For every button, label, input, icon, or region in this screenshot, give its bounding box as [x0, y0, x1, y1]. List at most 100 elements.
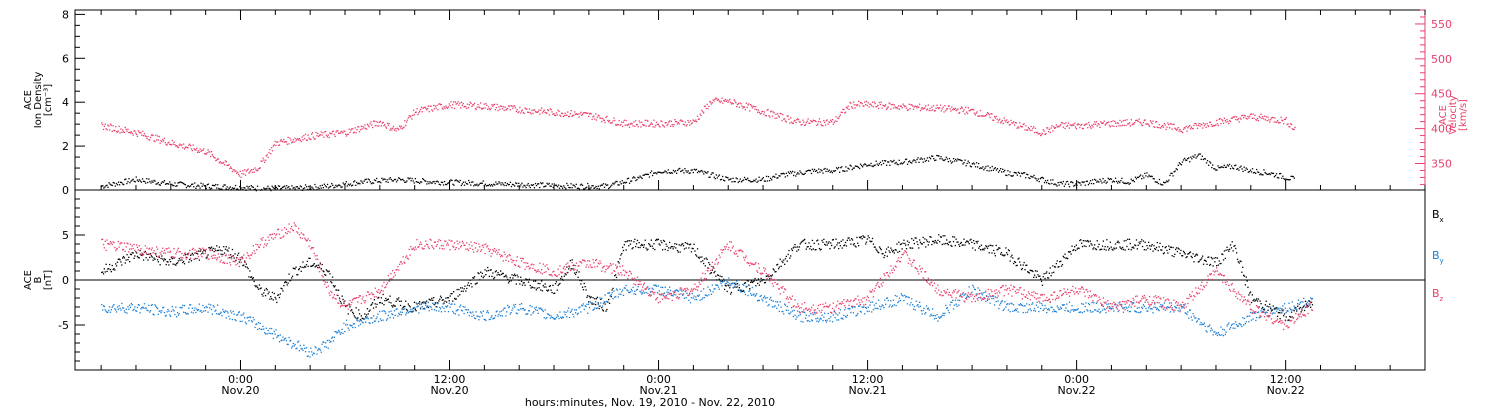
data-point-Bx: [1159, 243, 1160, 244]
data-point-Bx: [685, 242, 686, 243]
data-point-velocity: [997, 119, 998, 120]
data-point-velocity: [596, 119, 597, 120]
data-point-density: [117, 184, 118, 185]
data-point-velocity: [211, 151, 212, 152]
data-point-By: [227, 311, 228, 312]
data-point-density: [800, 172, 801, 173]
data-point-Bx: [464, 288, 465, 289]
data-point-velocity: [802, 120, 803, 121]
data-point-velocity: [1289, 126, 1290, 127]
data-point-Bx: [1237, 259, 1238, 260]
data-point-Bx: [374, 299, 375, 300]
data-point-Bx: [1175, 249, 1176, 250]
data-point-Bx: [684, 248, 685, 249]
data-point-density: [1052, 179, 1053, 180]
data-point-Bx: [1111, 247, 1112, 248]
data-point-velocity: [745, 109, 746, 110]
data-point-By: [707, 295, 708, 296]
data-point-density: [941, 158, 942, 159]
data-point-By: [181, 307, 182, 308]
data-point-Bx: [440, 296, 441, 297]
data-point-By: [646, 292, 647, 293]
data-point-velocity: [484, 107, 485, 108]
data-point-By: [324, 346, 325, 347]
data-point-Bx: [909, 242, 910, 243]
data-point-Bx: [329, 273, 330, 274]
data-point-density: [636, 179, 637, 180]
data-point-density: [176, 185, 177, 186]
data-point-Bx: [1034, 275, 1035, 276]
data-point-velocity: [391, 129, 392, 130]
data-point-velocity: [370, 121, 371, 122]
data-point-velocity: [1035, 128, 1036, 129]
data-point-density: [240, 189, 241, 190]
data-point-By: [349, 329, 350, 330]
data-point-Bx: [156, 256, 157, 257]
data-point-Bx: [372, 302, 373, 303]
data-point-velocity: [1064, 123, 1065, 124]
data-point-velocity: [477, 104, 478, 105]
data-point-density: [402, 179, 403, 180]
data-point-Bx: [234, 253, 235, 254]
data-point-Bx: [275, 298, 276, 299]
data-point-velocity: [1173, 124, 1174, 125]
data-point-velocity: [404, 120, 405, 121]
data-point-Bx: [639, 247, 640, 248]
data-point-Bx: [338, 290, 339, 291]
data-point-Bx: [775, 271, 776, 272]
data-point-Bx: [667, 250, 668, 251]
data-point-density: [448, 182, 449, 183]
data-point-By: [179, 313, 180, 314]
data-point-velocity: [789, 122, 790, 123]
data-point-By: [232, 319, 233, 320]
data-point-Bx: [662, 249, 663, 250]
data-point-Bx: [745, 282, 746, 283]
data-point-Bx: [395, 306, 396, 307]
data-point-velocity: [1179, 131, 1180, 132]
data-point-velocity: [1112, 120, 1113, 121]
data-point-density: [174, 182, 175, 183]
data-point-velocity: [461, 102, 462, 103]
data-point-By: [171, 311, 172, 312]
data-point-density: [354, 180, 355, 181]
data-point-density: [415, 178, 416, 179]
data-point-Bx: [474, 276, 475, 277]
data-point-density: [991, 170, 992, 171]
data-point-By: [106, 311, 107, 312]
data-point-Bx: [596, 298, 597, 299]
data-point-velocity: [486, 105, 487, 106]
data-point-density: [1146, 172, 1147, 173]
data-point-velocity: [1065, 122, 1066, 123]
data-point-Bx: [517, 275, 518, 276]
data-point-velocity: [141, 135, 142, 136]
data-point-Bx: [1240, 261, 1241, 262]
data-point-Bx: [470, 280, 471, 281]
data-point-velocity: [637, 124, 638, 125]
data-point-velocity: [659, 126, 660, 127]
data-point-density: [1207, 160, 1208, 161]
data-point-Bx: [653, 243, 654, 244]
data-point-By: [177, 312, 178, 313]
data-point-velocity: [541, 107, 542, 108]
data-point-velocity: [1215, 124, 1216, 125]
data-point-By: [144, 303, 145, 304]
data-point-density: [1237, 168, 1238, 169]
data-point-density: [1202, 156, 1203, 157]
data-point-Bx: [1151, 246, 1152, 247]
data-point-Bx: [920, 242, 921, 243]
data-point-Bx: [835, 239, 836, 240]
data-point-velocity: [614, 120, 615, 121]
data-point-velocity: [875, 103, 876, 104]
data-point-velocity: [1186, 126, 1187, 127]
data-point-velocity: [435, 106, 436, 107]
data-point-velocity: [1234, 116, 1235, 117]
data-point-velocity: [495, 109, 496, 110]
data-point-By: [759, 300, 760, 301]
data-point-Bx: [731, 292, 732, 293]
data-point-density: [1108, 178, 1109, 179]
data-point-Bx: [867, 238, 868, 239]
data-point-velocity: [350, 129, 351, 130]
data-point-velocity: [703, 112, 704, 113]
data-point-By: [110, 312, 111, 313]
data-point-velocity: [626, 120, 627, 121]
